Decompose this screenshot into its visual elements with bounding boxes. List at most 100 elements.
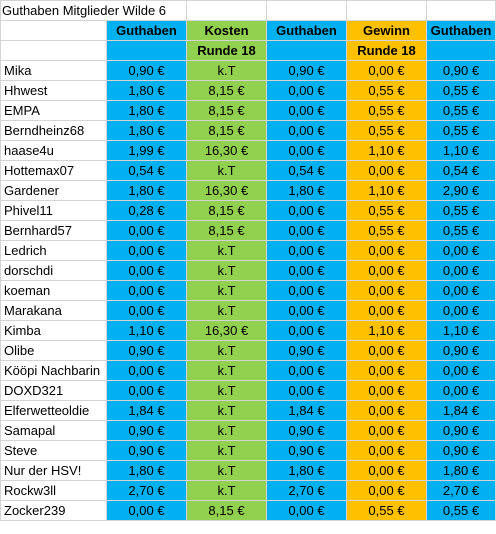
header-gewinn-sub[interactable]: Runde 18 [346,40,427,61]
header-guthaben-2[interactable]: Guthaben [266,20,347,41]
gewinn-runde-18-cell[interactable]: 0,55 € [346,500,427,521]
guthaben-start-cell[interactable]: 0,00 € [106,260,187,281]
guthaben-start-cell[interactable]: 0,00 € [106,380,187,401]
member-name-cell[interactable]: Gardener [0,180,107,201]
gewinn-runde-18-cell[interactable]: 0,55 € [346,220,427,241]
guthaben-mid-cell[interactable]: 1,80 € [266,180,347,201]
guthaben-start-cell[interactable]: 0,90 € [106,340,187,361]
guthaben-start-cell[interactable]: 0,00 € [106,300,187,321]
guthaben-start-cell[interactable]: 0,00 € [106,240,187,261]
gewinn-runde-18-cell[interactable]: 0,00 € [346,440,427,461]
kosten-runde-18-cell[interactable]: k.T [186,420,267,441]
guthaben-mid-cell[interactable]: 0,00 € [266,120,347,141]
member-name-cell[interactable]: Hottemax07 [0,160,107,181]
guthaben-mid-cell[interactable]: 0,90 € [266,340,347,361]
guthaben-end-cell[interactable]: 1,10 € [426,320,496,341]
member-name-cell[interactable]: haase4u [0,140,107,161]
guthaben-mid-cell[interactable]: 0,00 € [266,300,347,321]
kosten-runde-18-cell[interactable]: k.T [186,340,267,361]
guthaben-start-cell[interactable]: 0,90 € [106,440,187,461]
guthaben-end-cell[interactable]: 1,80 € [426,460,496,481]
kosten-runde-18-cell[interactable]: 16,30 € [186,140,267,161]
kosten-runde-18-cell[interactable]: k.T [186,400,267,421]
guthaben-mid-cell[interactable]: 0,00 € [266,500,347,521]
guthaben-end-cell[interactable]: 1,10 € [426,140,496,161]
member-name-cell[interactable]: Olibe [0,340,107,361]
guthaben-end-cell[interactable]: 0,54 € [426,160,496,181]
kosten-runde-18-cell[interactable]: k.T [186,160,267,181]
guthaben-mid-cell[interactable]: 0,90 € [266,60,347,81]
gewinn-runde-18-cell[interactable]: 0,00 € [346,60,427,81]
kosten-runde-18-cell[interactable]: 8,15 € [186,200,267,221]
guthaben-mid-cell[interactable]: 0,54 € [266,160,347,181]
header-guthaben-3[interactable]: Guthaben [426,20,496,41]
kosten-runde-18-cell[interactable]: k.T [186,360,267,381]
member-name-cell[interactable]: Kimba [0,320,107,341]
guthaben-start-cell[interactable]: 1,10 € [106,320,187,341]
guthaben-end-cell[interactable]: 0,00 € [426,280,496,301]
header-guthaben-2-sub[interactable] [266,40,347,61]
guthaben-start-cell[interactable]: 1,80 € [106,180,187,201]
gewinn-runde-18-cell[interactable]: 0,55 € [346,80,427,101]
guthaben-mid-cell[interactable]: 0,00 € [266,140,347,161]
kosten-runde-18-cell[interactable]: k.T [186,480,267,501]
guthaben-mid-cell[interactable]: 1,84 € [266,400,347,421]
guthaben-end-cell[interactable]: 1,84 € [426,400,496,421]
kosten-runde-18-cell[interactable]: k.T [186,380,267,401]
kosten-runde-18-cell[interactable]: k.T [186,240,267,261]
guthaben-start-cell[interactable]: 1,99 € [106,140,187,161]
member-name-cell[interactable]: Elferwetteoldie [0,400,107,421]
guthaben-end-cell[interactable]: 0,90 € [426,420,496,441]
header-guthaben-3-sub[interactable] [426,40,496,61]
gewinn-runde-18-cell[interactable]: 0,55 € [346,200,427,221]
guthaben-start-cell[interactable]: 0,54 € [106,160,187,181]
guthaben-end-cell[interactable]: 2,90 € [426,180,496,201]
kosten-runde-18-cell[interactable]: k.T [186,260,267,281]
guthaben-end-cell[interactable]: 0,90 € [426,440,496,461]
gewinn-runde-18-cell[interactable]: 0,00 € [346,280,427,301]
guthaben-start-cell[interactable]: 0,90 € [106,60,187,81]
guthaben-end-cell[interactable]: 0,55 € [426,220,496,241]
header-kosten-sub[interactable]: Runde 18 [186,40,267,61]
guthaben-start-cell[interactable]: 1,80 € [106,460,187,481]
kosten-runde-18-cell[interactable]: 8,15 € [186,120,267,141]
guthaben-start-cell[interactable]: 0,00 € [106,500,187,521]
guthaben-start-cell[interactable]: 1,80 € [106,120,187,141]
gewinn-runde-18-cell[interactable]: 0,00 € [346,480,427,501]
member-name-cell[interactable]: Rockw3ll [0,480,107,501]
member-name-cell[interactable]: Samapal [0,420,107,441]
header-guthaben-1-sub[interactable] [106,40,187,61]
guthaben-start-cell[interactable]: 2,70 € [106,480,187,501]
empty-cell[interactable] [346,0,427,21]
guthaben-mid-cell[interactable]: 0,00 € [266,360,347,381]
guthaben-end-cell[interactable]: 0,55 € [426,500,496,521]
empty-cell[interactable] [186,0,267,21]
kosten-runde-18-cell[interactable]: k.T [186,300,267,321]
guthaben-end-cell[interactable]: 0,55 € [426,120,496,141]
kosten-runde-18-cell[interactable]: 16,30 € [186,180,267,201]
guthaben-start-cell[interactable]: 1,80 € [106,80,187,101]
guthaben-mid-cell[interactable]: 0,00 € [266,100,347,121]
kosten-runde-18-cell[interactable]: 8,15 € [186,80,267,101]
gewinn-runde-18-cell[interactable]: 0,00 € [346,240,427,261]
guthaben-start-cell[interactable]: 0,00 € [106,360,187,381]
guthaben-end-cell[interactable]: 0,90 € [426,60,496,81]
kosten-runde-18-cell[interactable]: k.T [186,440,267,461]
kosten-runde-18-cell[interactable]: k.T [186,280,267,301]
gewinn-runde-18-cell[interactable]: 0,00 € [346,160,427,181]
kosten-runde-18-cell[interactable]: k.T [186,460,267,481]
empty-cell[interactable] [266,0,347,21]
guthaben-start-cell[interactable]: 0,90 € [106,420,187,441]
guthaben-end-cell[interactable]: 0,90 € [426,340,496,361]
member-name-cell[interactable]: Mika [0,60,107,81]
member-name-cell[interactable]: Ledrich [0,240,107,261]
gewinn-runde-18-cell[interactable]: 1,10 € [346,140,427,161]
guthaben-start-cell[interactable]: 1,80 € [106,100,187,121]
header-name-cell-2[interactable] [0,40,107,61]
header-kosten[interactable]: Kosten [186,20,267,41]
guthaben-mid-cell[interactable]: 0,00 € [266,200,347,221]
guthaben-end-cell[interactable]: 2,70 € [426,480,496,501]
guthaben-end-cell[interactable]: 0,00 € [426,260,496,281]
gewinn-runde-18-cell[interactable]: 0,00 € [346,400,427,421]
guthaben-end-cell[interactable]: 0,00 € [426,380,496,401]
